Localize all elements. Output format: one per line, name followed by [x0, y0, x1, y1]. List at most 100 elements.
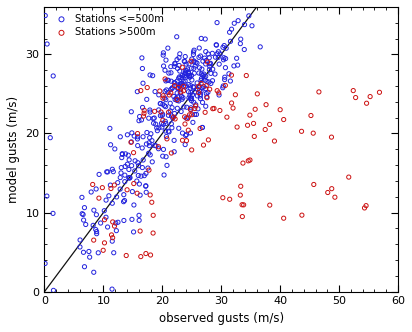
- Stations <=500m: [163, 78, 169, 84]
- Stations <=500m: [205, 90, 211, 95]
- Stations <=500m: [134, 143, 141, 148]
- Stations <=500m: [169, 85, 176, 90]
- Stations <=500m: [186, 73, 193, 78]
- Stations <=500m: [178, 81, 185, 86]
- Stations <=500m: [107, 183, 114, 188]
- Stations <=500m: [122, 173, 128, 178]
- Stations <=500m: [227, 39, 234, 44]
- Stations <=500m: [221, 74, 228, 80]
- Stations <=500m: [199, 66, 205, 72]
- Stations <=500m: [155, 92, 162, 98]
- Stations <=500m: [196, 88, 203, 93]
- Stations <=500m: [138, 117, 145, 123]
- Stations <=500m: [176, 74, 183, 79]
- Stations >500m: [144, 85, 150, 90]
- Stations >500m: [192, 103, 199, 109]
- Stations <=500m: [180, 104, 187, 110]
- Stations >500m: [134, 191, 140, 196]
- Stations <=500m: [183, 73, 190, 78]
- Stations <=500m: [201, 71, 207, 77]
- Stations <=500m: [187, 105, 194, 111]
- Stations <=500m: [117, 187, 124, 192]
- Stations <=500m: [135, 173, 142, 178]
- Stations <=500m: [140, 157, 147, 163]
- Stations <=500m: [125, 152, 131, 158]
- Stations >500m: [310, 130, 316, 136]
- Stations <=500m: [118, 170, 124, 176]
- Stations >500m: [180, 84, 187, 89]
- Stations >500m: [281, 215, 287, 221]
- Stations <=500m: [177, 90, 184, 96]
- Stations <=500m: [138, 174, 144, 179]
- Stations <=500m: [168, 70, 174, 75]
- Stations <=500m: [137, 193, 143, 198]
- Stations >500m: [240, 202, 247, 208]
- Stations <=500m: [136, 213, 142, 218]
- Stations <=500m: [91, 270, 97, 275]
- Stations >500m: [211, 106, 217, 111]
- Stations <=500m: [193, 112, 200, 117]
- Stations <=500m: [112, 146, 118, 152]
- Stations <=500m: [103, 169, 110, 175]
- Stations <=500m: [109, 201, 116, 206]
- Stations <=500m: [162, 95, 168, 101]
- Stations <=500m: [196, 55, 202, 60]
- Stations <=500m: [182, 142, 188, 147]
- Stations <=500m: [149, 159, 156, 164]
- Stations <=500m: [96, 172, 102, 177]
- Stations <=500m: [178, 109, 185, 114]
- Stations <=500m: [134, 89, 140, 94]
- Stations >500m: [186, 112, 193, 118]
- Stations <=500m: [136, 118, 142, 124]
- Stations <=500m: [189, 77, 195, 83]
- Stations >500m: [151, 109, 158, 114]
- Stations <=500m: [199, 85, 206, 91]
- Stations <=500m: [237, 41, 243, 46]
- Stations <=500m: [191, 59, 197, 65]
- Stations <=500m: [122, 164, 129, 169]
- Stations <=500m: [177, 87, 184, 92]
- Stations <=500m: [171, 61, 178, 66]
- Stations <=500m: [136, 181, 143, 187]
- Stations <=500m: [129, 130, 135, 135]
- Stations >500m: [170, 115, 177, 120]
- Stations <=500m: [147, 107, 153, 113]
- Stations <=500m: [122, 179, 128, 184]
- Stations <=500m: [117, 175, 124, 180]
- Stations >500m: [220, 195, 226, 200]
- Stations <=500m: [134, 134, 141, 139]
- Stations >500m: [109, 235, 116, 240]
- Stations <=500m: [140, 81, 146, 86]
- Stations >500m: [239, 202, 246, 208]
- Stations >500m: [376, 90, 383, 95]
- Stations <=500m: [226, 71, 232, 76]
- Stations <=500m: [42, 261, 48, 266]
- Stations <=500m: [131, 168, 138, 174]
- Stations <=500m: [206, 64, 213, 69]
- Stations >500m: [247, 157, 253, 163]
- Stations >500m: [178, 89, 184, 95]
- Stations <=500m: [145, 165, 151, 171]
- Stations <=500m: [146, 135, 153, 140]
- Stations >500m: [345, 174, 352, 180]
- Stations <=500m: [86, 249, 92, 254]
- Stations <=500m: [249, 23, 255, 29]
- Stations <=500m: [187, 90, 194, 95]
- Stations <=500m: [194, 60, 200, 66]
- Stations <=500m: [107, 126, 113, 131]
- Legend: Stations <=500m, Stations >500m: Stations <=500m, Stations >500m: [49, 12, 166, 40]
- Stations <=500m: [152, 122, 159, 127]
- Stations <=500m: [246, 13, 252, 19]
- Stations <=500m: [131, 202, 137, 208]
- Stations >500m: [162, 76, 169, 82]
- Stations <=500m: [119, 152, 126, 157]
- Stations >500m: [111, 223, 118, 229]
- Stations <=500m: [162, 104, 169, 109]
- Stations <=500m: [124, 132, 131, 137]
- Stations <=500m: [97, 220, 104, 226]
- Stations <=500m: [158, 121, 165, 126]
- Stations >500m: [100, 248, 106, 253]
- Stations <=500m: [168, 113, 175, 119]
- Stations <=500m: [47, 135, 54, 140]
- Stations <=500m: [199, 125, 206, 130]
